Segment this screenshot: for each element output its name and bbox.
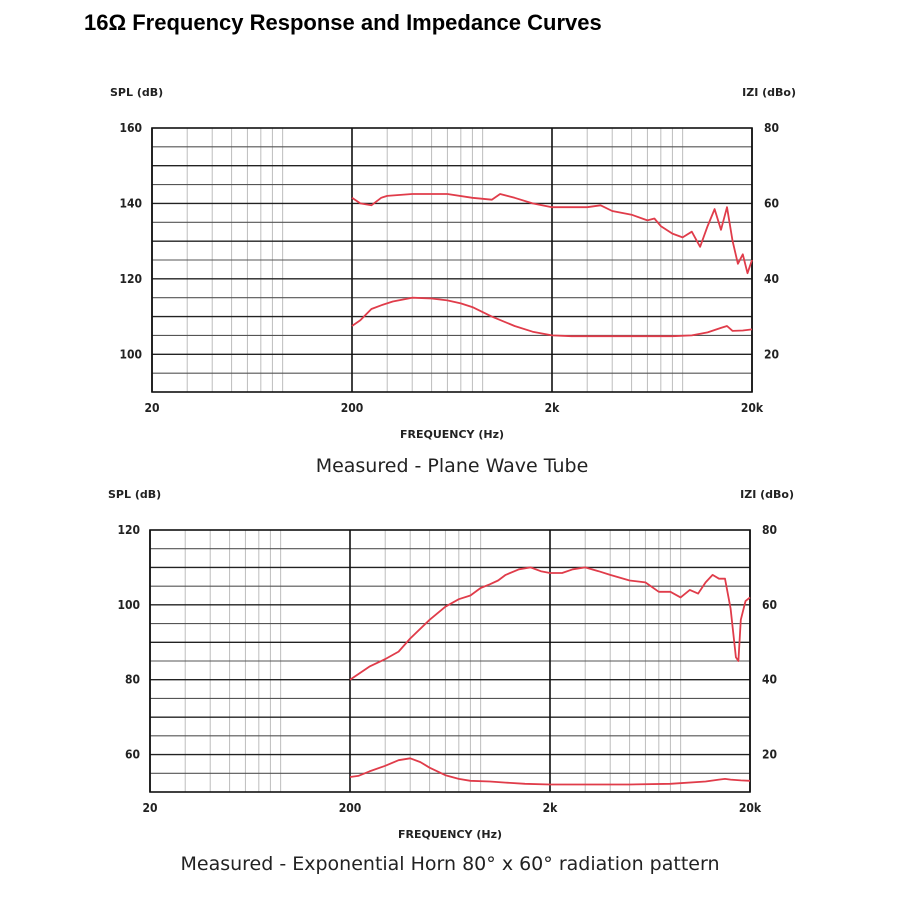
y-tick-label-right: 40 <box>762 673 777 687</box>
x-tick-label: 200 <box>341 401 364 415</box>
grid <box>149 530 751 792</box>
y-tick-label-left: 100 <box>117 598 140 612</box>
y-tick-label-right: 20 <box>762 748 777 762</box>
x-axis-label: FREQUENCY (Hz) <box>400 428 504 441</box>
x-tick-label: 20k <box>739 801 762 815</box>
y-tick-label-right: 60 <box>762 598 777 612</box>
series-line-spl <box>351 193 753 275</box>
y-tick-label-left: 80 <box>125 673 140 687</box>
y-tick-label-right: 40 <box>764 272 779 286</box>
x-tick-label: 2k <box>543 801 559 815</box>
y-tick-label-left: 100 <box>119 347 142 361</box>
y-tick-label-left: 120 <box>119 272 142 286</box>
grid <box>151 128 753 392</box>
y-axis-label-right: IZI (dBo) <box>742 86 796 99</box>
series-line-impedance <box>349 757 751 786</box>
x-tick-label: 20 <box>144 401 159 415</box>
y-tick-label-left: 120 <box>117 523 140 537</box>
x-tick-label: 200 <box>339 801 362 815</box>
chart-caption: Measured - Plane Wave Tube <box>316 455 589 477</box>
y-tick-label-left: 160 <box>119 121 142 135</box>
y-tick-label-left: 140 <box>119 196 142 210</box>
y-tick-label-left: 60 <box>125 748 140 762</box>
y-tick-label-right: 20 <box>764 347 779 361</box>
x-axis-label: FREQUENCY (Hz) <box>398 828 502 841</box>
y-axis-label-right: IZI (dBo) <box>740 488 794 501</box>
y-axis-label-left: SPL (dB) <box>108 488 161 501</box>
x-tick-label: 2k <box>545 401 561 415</box>
chart-1: 20 200 2k 20k 160 140 120 100 80 60 40 20 SPL (dB) IZ… <box>110 86 796 477</box>
chart-2: 20 200 2k 20k 120 100 80 60 80 60 40 20 SPL (dB) IZI … <box>108 488 794 875</box>
chart-caption: Measured - Exponential Horn 80° x 60° ra… <box>180 853 719 875</box>
x-tick-label: 20k <box>741 401 764 415</box>
plot-frame <box>149 529 751 793</box>
x-tick-label: 20 <box>142 801 157 815</box>
y-tick-label-right: 80 <box>764 121 779 135</box>
series-line-impedance <box>351 296 753 338</box>
series-line-spl <box>349 566 751 681</box>
y-axis-label-left: SPL (dB) <box>110 86 163 99</box>
page-title: 16Ω Frequency Response and Impedance Cur… <box>84 10 602 35</box>
y-tick-label-right: 80 <box>762 523 777 537</box>
y-tick-label-right: 60 <box>764 196 779 210</box>
